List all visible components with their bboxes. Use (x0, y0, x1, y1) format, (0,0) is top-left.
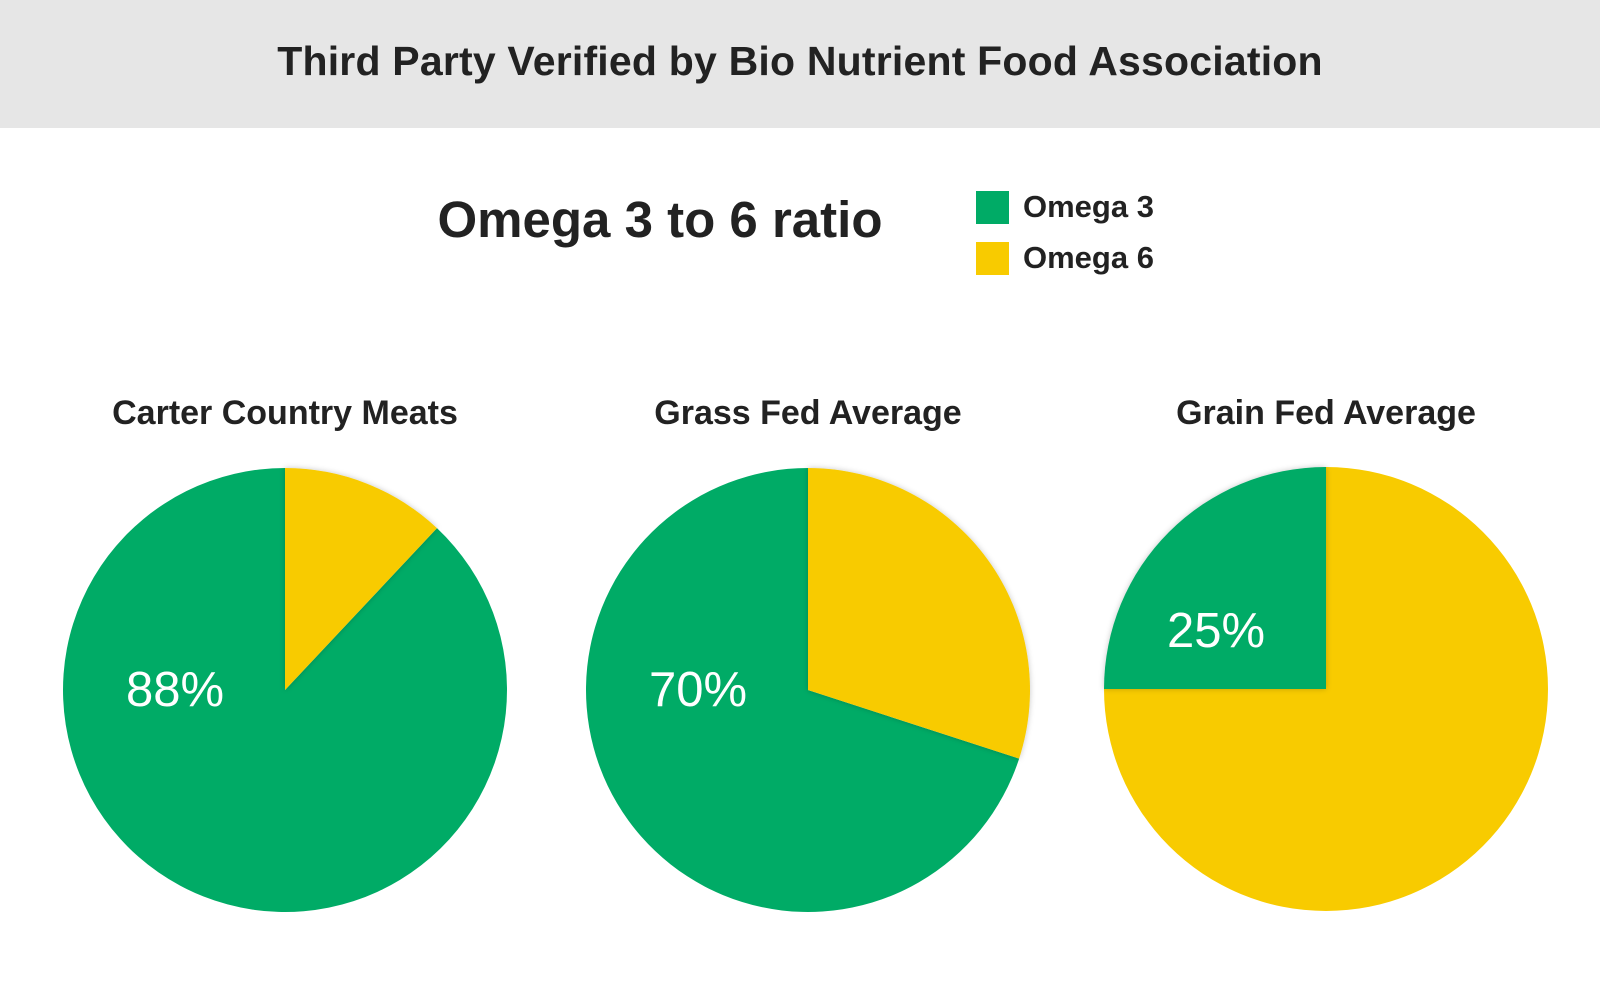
pie-title: Carter Country Meats (112, 394, 458, 432)
legend: Omega 3 Omega 6 (976, 189, 1154, 292)
omega-6-slice (285, 468, 437, 690)
omega-6-slice (808, 468, 1030, 759)
legend-label-omega-3: Omega 3 (1023, 189, 1154, 224)
legend-label-omega-6: Omega 6 (1023, 240, 1154, 275)
pie-title: Grain Fed Average (1176, 394, 1476, 432)
legend-item-omega-6: Omega 6 (976, 240, 1154, 275)
omega-3-percent-label: 88% (126, 663, 224, 717)
omega-3-percent-label: 70% (649, 663, 747, 717)
legend-swatch-omega-3 (976, 190, 1009, 224)
omega-3-slice (1104, 467, 1326, 689)
pie-1: Carter Country Meats 88% (62, 394, 508, 912)
legend-swatch-omega-6 (976, 241, 1009, 275)
header-banner: Third Party Verified by Bio Nutrient Foo… (0, 0, 1600, 128)
pie-3: Grain Fed Average 25% (1104, 394, 1548, 911)
pie-title: Grass Fed Average (654, 394, 961, 432)
omega-3-slice (586, 468, 1020, 912)
omega-3-percent-label: 25% (1167, 604, 1265, 658)
pie-2: Grass Fed Average 70% (586, 394, 1030, 912)
legend-item-omega-3: Omega 3 (976, 189, 1154, 224)
chart-title: Omega 3 to 6 ratio (437, 191, 883, 248)
banner-title: Third Party Verified by Bio Nutrient Foo… (277, 37, 1323, 84)
